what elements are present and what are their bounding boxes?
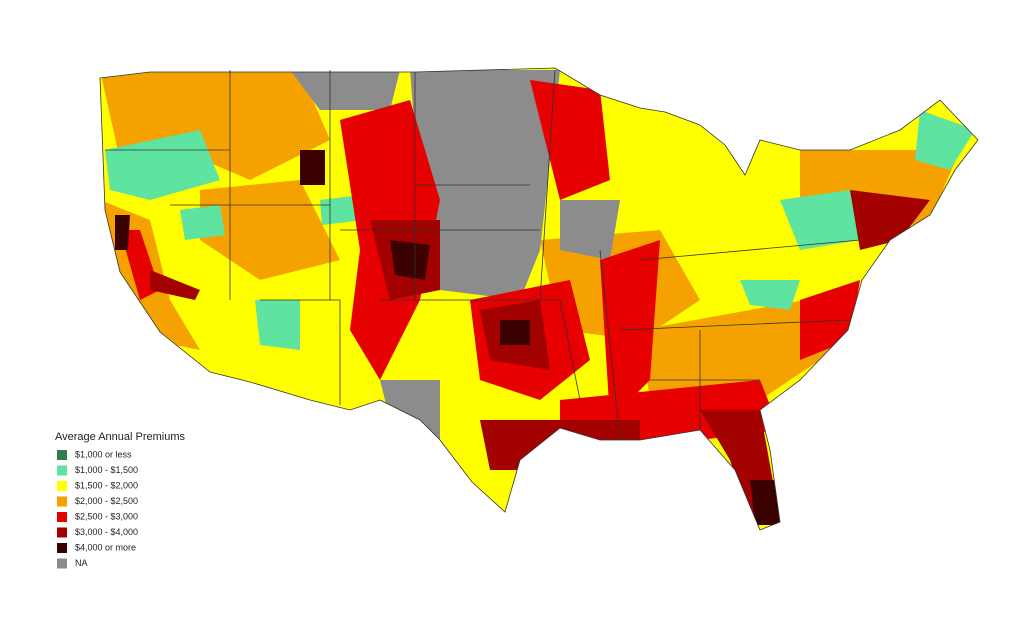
region-patch [150, 270, 200, 300]
region-patch [180, 205, 225, 240]
region-patch [560, 200, 620, 260]
legend-label: NA [75, 558, 88, 568]
legend-label: $1,000 - $1,500 [75, 465, 138, 475]
region-patch [115, 215, 130, 250]
legend-swatch [57, 543, 67, 553]
legend-label: $2,500 - $3,000 [75, 511, 138, 521]
legend-label: $4,000 or more [75, 542, 136, 552]
region-patch [255, 300, 300, 350]
region-patch [915, 110, 975, 170]
legend-swatch [57, 465, 67, 476]
legend-label: $1,500 - $2,000 [75, 480, 138, 490]
legend-swatch [57, 527, 67, 538]
legend-title: Average Annual Premiums [55, 431, 186, 443]
legend-swatch [57, 450, 67, 460]
region-patch [750, 480, 780, 525]
legend: Average Annual Premiums $1,000 or less $1… [55, 431, 186, 569]
legend-label: $3,000 - $4,000 [75, 527, 138, 537]
legend-swatch [57, 512, 67, 522]
state-borders [99, 67, 979, 531]
region-patch [530, 80, 610, 200]
region-patch [600, 240, 660, 420]
region-patch [480, 420, 640, 470]
legend-label: $2,000 - $2,500 [75, 496, 138, 506]
region-patch [300, 150, 325, 185]
legend-swatch [57, 496, 67, 507]
region-patch [740, 280, 800, 310]
legend-label: $1,000 or less [75, 449, 132, 459]
legend-swatch [57, 481, 67, 491]
region-patch [105, 130, 220, 200]
region-patch [390, 240, 430, 280]
region-patch [780, 190, 860, 250]
region-patch [850, 190, 930, 250]
region-patch [290, 70, 400, 110]
legend-swatch [57, 558, 67, 569]
region-patch [500, 320, 530, 345]
